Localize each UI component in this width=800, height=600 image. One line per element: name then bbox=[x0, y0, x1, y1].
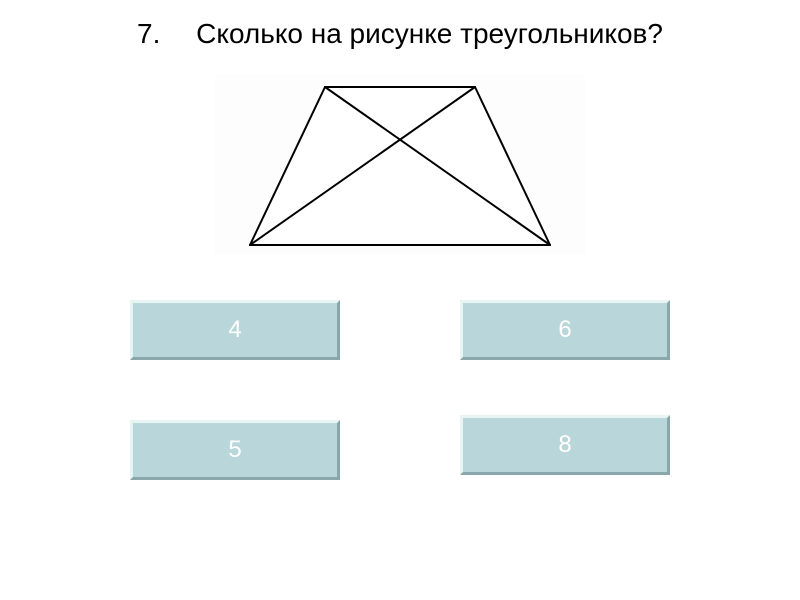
triangle-diagram bbox=[215, 75, 585, 255]
answer-label: 6 bbox=[558, 316, 571, 344]
answer-option-8[interactable]: 8 bbox=[460, 415, 670, 475]
answer-label: 4 bbox=[228, 316, 241, 344]
question-number: 7. bbox=[137, 18, 160, 50]
quiz-slide: 7. Сколько на рисунке треугольников? 4 6 5… bbox=[0, 0, 800, 600]
question-text: Сколько на рисунке треугольников? bbox=[196, 18, 663, 50]
diagram-svg bbox=[215, 75, 585, 255]
answer-option-4[interactable]: 4 bbox=[130, 300, 340, 360]
answer-option-5[interactable]: 5 bbox=[130, 420, 340, 480]
answer-label: 8 bbox=[558, 431, 571, 459]
answer-option-6[interactable]: 6 bbox=[460, 300, 670, 360]
answer-label: 5 bbox=[228, 436, 241, 464]
question-row: 7. Сколько на рисунке треугольников? bbox=[0, 18, 800, 50]
